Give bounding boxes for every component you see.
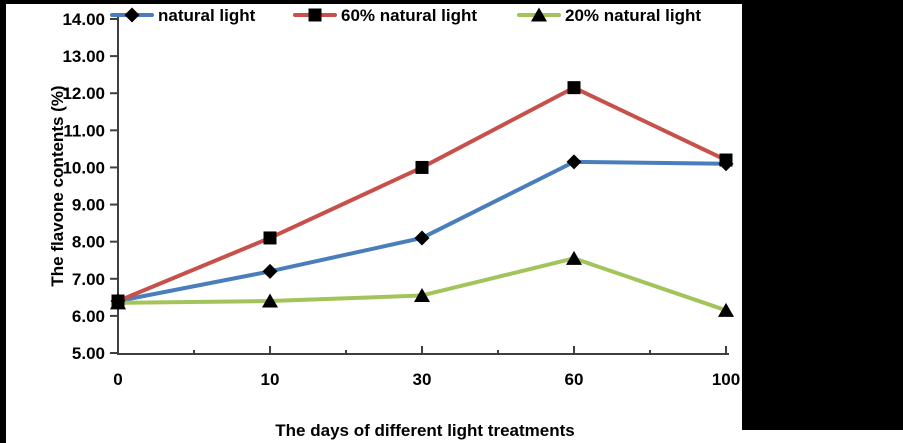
y-tick-label: 6.00 (72, 307, 105, 326)
y-tick-label: 12.00 (62, 84, 105, 103)
marker-60-natural-light-100 (719, 153, 733, 167)
marker-20-natural-light-30 (414, 287, 430, 302)
legend-marker-60-natural-light (308, 8, 322, 22)
legend-item-60-natural-light: 60% natural light (293, 6, 477, 25)
legend-label-60-natural-light: 60% natural light (341, 6, 477, 25)
legend-marker-20-natural-light (531, 7, 547, 22)
legend-label-20-natural-light: 20% natural light (565, 6, 701, 25)
y-tick-label: 13.00 (62, 47, 105, 66)
right-border-bar (742, 0, 903, 430)
x-tick-label: 100 (712, 370, 740, 389)
y-tick-label: 7.00 (72, 270, 105, 289)
x-axis-title: The days of different light treatments (275, 421, 574, 440)
y-tick-label: 10.00 (62, 158, 105, 177)
marker-natural-light-60 (566, 154, 582, 170)
y-tick-label: 5.00 (72, 344, 105, 363)
x-tick-label: 10 (261, 370, 280, 389)
marker-60-natural-light-60 (567, 81, 581, 95)
top-border-bar (0, 0, 903, 4)
legend-item-20-natural-light: 20% natural light (517, 6, 701, 25)
legend-marker-natural-light (124, 7, 140, 23)
y-tick-label: 14.00 (62, 10, 105, 29)
marker-20-natural-light-10 (262, 293, 278, 308)
marker-natural-light-10 (262, 263, 278, 279)
marker-20-natural-light-100 (718, 302, 734, 317)
y-tick-label: 11.00 (63, 121, 105, 140)
left-border-bar (0, 0, 6, 443)
marker-60-natural-light-30 (415, 160, 429, 174)
x-tick-label: 60 (565, 370, 584, 389)
marker-60-natural-light-10 (263, 231, 277, 245)
y-tick-label: 8.00 (72, 233, 105, 252)
x-tick-label: 30 (413, 370, 432, 389)
series-line-60-natural-light (116, 85, 728, 304)
marker-20-natural-light-0 (110, 295, 126, 310)
y-tick-label: 9.00 (72, 196, 105, 215)
marker-20-natural-light-60 (566, 250, 582, 265)
legend-label-natural-light: natural light (158, 6, 256, 25)
x-tick-label: 0 (113, 370, 122, 389)
y-axis-title: The flavone contents (%) (48, 85, 67, 286)
marker-natural-light-30 (414, 230, 430, 246)
